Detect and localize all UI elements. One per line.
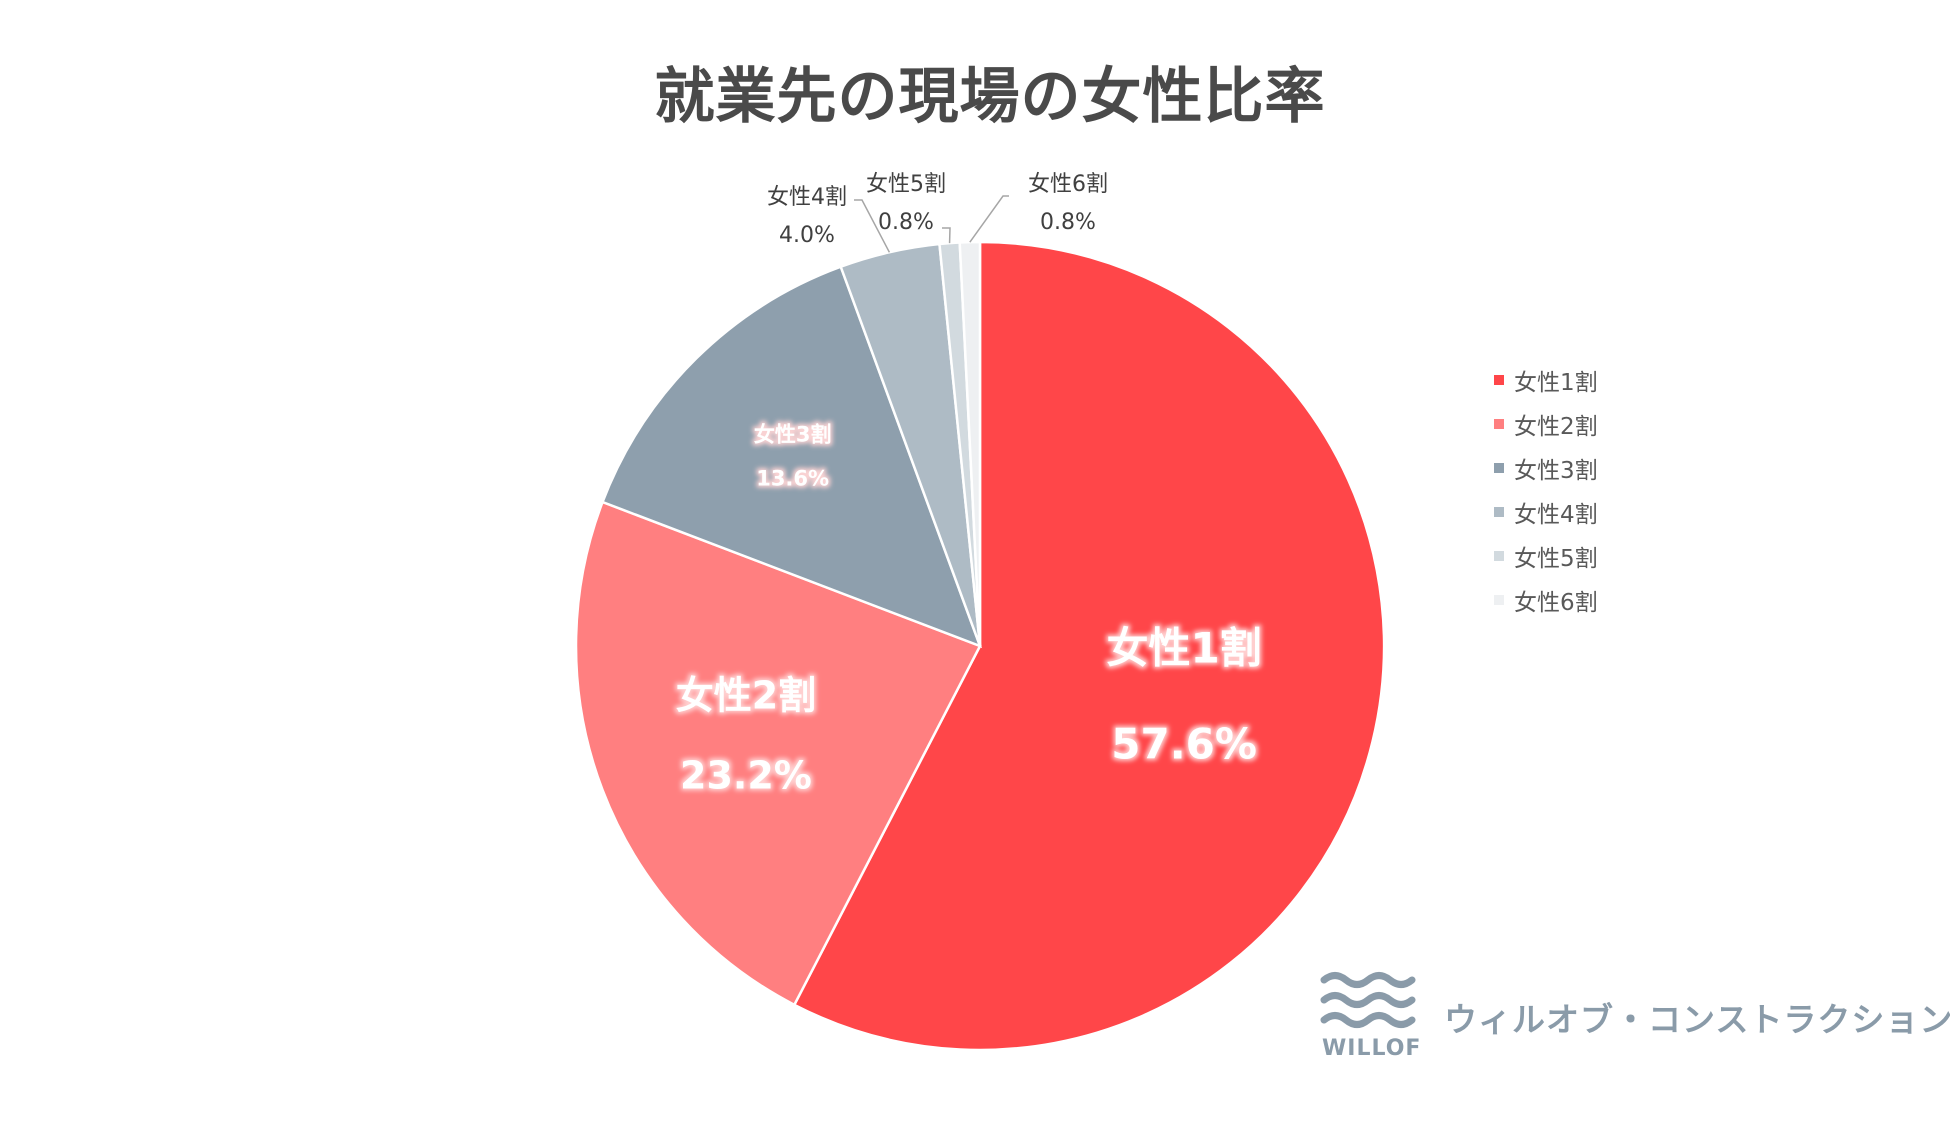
legend-item: 女性6割 bbox=[1494, 578, 1598, 622]
legend: 女性1割 女性2割 女性3割 女性4割 女性5割 女性6割 bbox=[1494, 358, 1598, 622]
leader-line-4 bbox=[854, 199, 891, 253]
data-label-value-5: 0.8% bbox=[878, 210, 934, 235]
data-label-value-1: 57.6% bbox=[1111, 719, 1257, 768]
legend-item: 女性4割 bbox=[1494, 490, 1598, 534]
legend-swatch-5 bbox=[1494, 551, 1504, 561]
data-label-category-6: 女性6割 bbox=[1028, 172, 1108, 197]
data-label-category-1: 女性1割 bbox=[1107, 623, 1262, 672]
data-label-category-4: 女性4割 bbox=[767, 185, 847, 210]
chart-title: 就業先の現場の女性比率 bbox=[654, 62, 1326, 132]
legend-label-4: 女性4割 bbox=[1514, 502, 1598, 528]
data-label-value-2: 23.2% bbox=[680, 754, 812, 798]
willof-logo-icon bbox=[1320, 972, 1416, 1028]
data-label-value-6: 0.8% bbox=[1040, 210, 1096, 235]
data-label-value-4: 4.0% bbox=[779, 223, 835, 248]
brand-logo-word: WILLOF bbox=[1322, 1036, 1422, 1061]
pie-slice-3 bbox=[600, 265, 983, 649]
pie-slice-2 bbox=[574, 500, 982, 1007]
legend-label-2: 女性2割 bbox=[1514, 414, 1598, 440]
legend-label-3: 女性3割 bbox=[1514, 458, 1598, 484]
pie-slice-1 bbox=[792, 240, 1386, 1052]
brand-name: ウィルオブ・コンストラクション bbox=[1444, 1000, 1950, 1039]
legend-swatch-2 bbox=[1494, 419, 1504, 429]
legend-swatch-3 bbox=[1494, 463, 1504, 473]
data-label-value-3: 13.6% bbox=[756, 467, 829, 491]
legend-label-5: 女性5割 bbox=[1514, 546, 1598, 572]
leader-line-6 bbox=[969, 195, 1009, 243]
legend-item: 女性2割 bbox=[1494, 402, 1598, 446]
data-label-category-2: 女性2割 bbox=[676, 674, 816, 718]
brand-block: WILLOF ウィルオブ・コンストラクション bbox=[1320, 968, 1950, 1068]
legend-label-1: 女性1割 bbox=[1514, 370, 1598, 396]
data-label-category-5: 女性5割 bbox=[866, 172, 946, 197]
legend-label-6: 女性6割 bbox=[1514, 590, 1598, 616]
legend-item: 女性1割 bbox=[1494, 358, 1598, 402]
leader-line-5 bbox=[942, 227, 951, 244]
legend-swatch-6 bbox=[1494, 595, 1504, 605]
legend-item: 女性3割 bbox=[1494, 446, 1598, 490]
legend-swatch-1 bbox=[1494, 375, 1504, 385]
legend-item: 女性5割 bbox=[1494, 534, 1598, 578]
data-label-category-3: 女性3割 bbox=[754, 423, 832, 447]
legend-swatch-4 bbox=[1494, 507, 1504, 517]
